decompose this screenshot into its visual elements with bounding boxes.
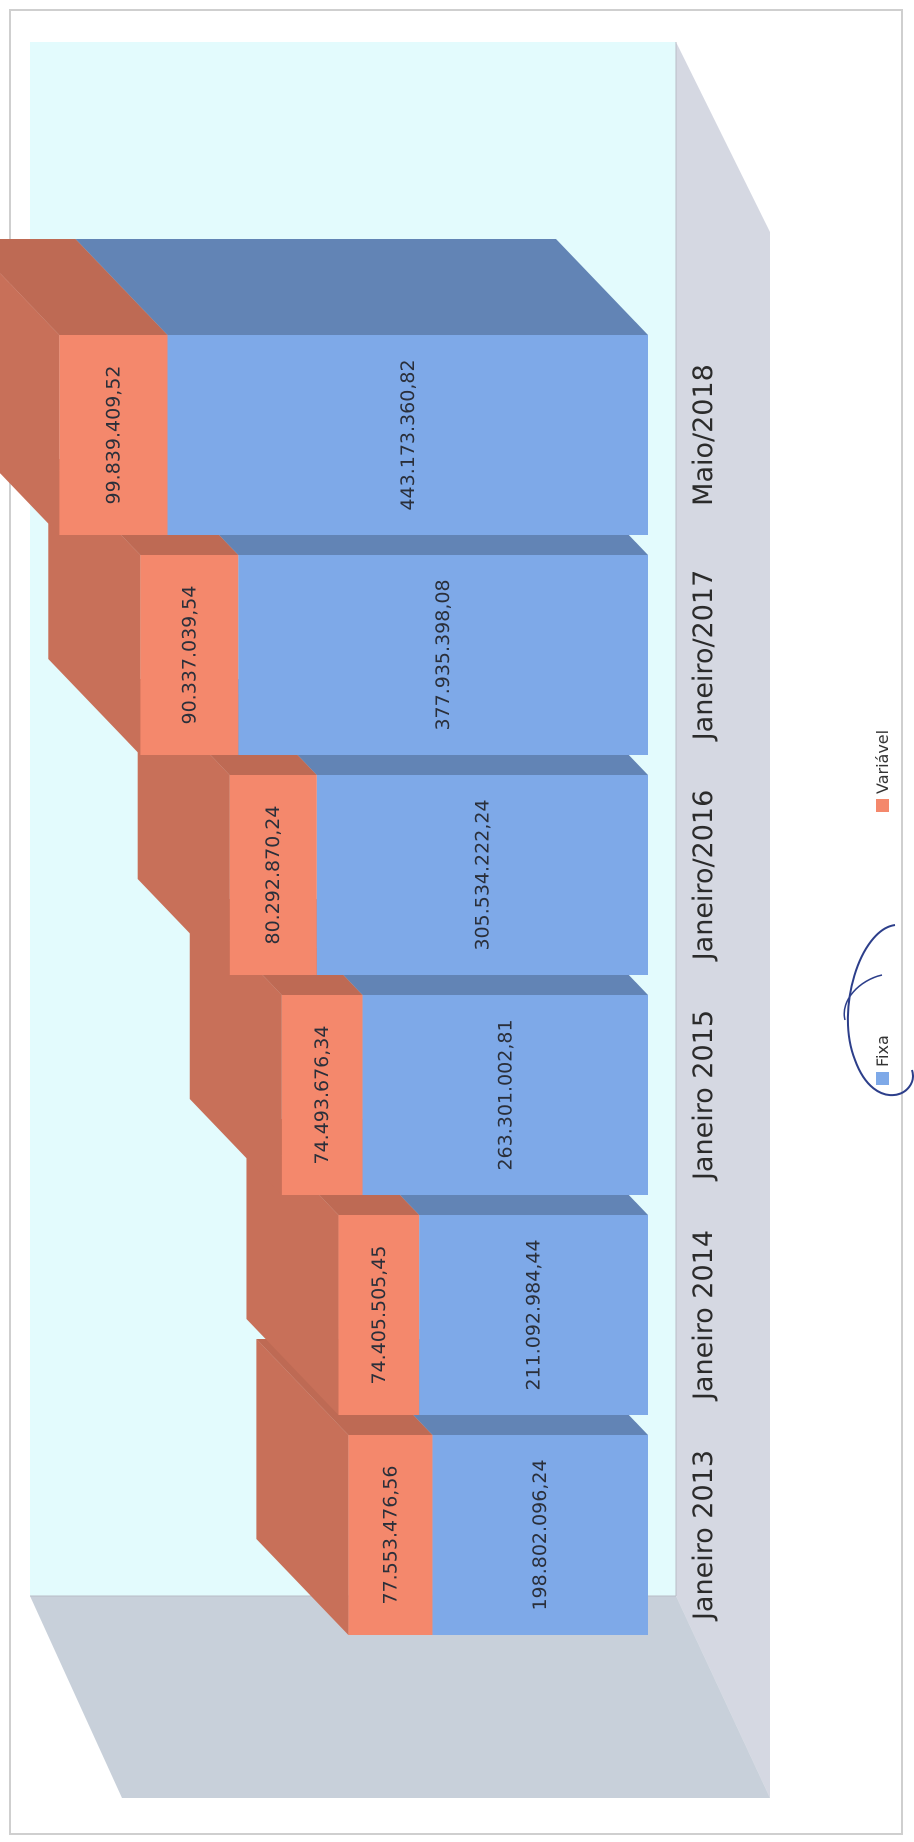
- value-label-variavel: 74.405.505,45: [368, 1245, 390, 1384]
- bar-variavel: [59, 335, 168, 535]
- legend-item-fixa: Fixa: [873, 1035, 892, 1085]
- value-label-fixa: 198.802.096,24: [529, 1459, 551, 1610]
- category-labels: Janeiro 2013 Janeiro 2014 Janeiro 2015 Jane…: [688, 364, 719, 1622]
- value-label-variavel: 90.337.039,54: [178, 585, 200, 724]
- bar-fixa: [238, 555, 648, 755]
- bar-stack: [0, 239, 648, 535]
- signature-scribble: [846, 924, 914, 1096]
- bar-fixa: [419, 1215, 648, 1415]
- category-label: Janeiro 2013: [688, 1450, 719, 1622]
- bar-variavel: [229, 775, 317, 975]
- bar-variavel: [348, 1435, 433, 1635]
- category-label: Janeiro/2016: [688, 790, 719, 963]
- value-label-variavel: 80.292.870,24: [262, 805, 284, 944]
- value-label-variavel: 99.839.409,52: [102, 365, 124, 504]
- bars-group: 198.802.096,24 77.553.476,56 211.092.984,4…: [0, 239, 649, 1635]
- bar-variavel: [338, 1215, 420, 1415]
- legend-item-variavel: Variável: [873, 730, 892, 812]
- bar-variavel: [140, 555, 239, 755]
- legend-swatch-fixa: [876, 1072, 889, 1085]
- legend-swatch-variavel: [876, 799, 889, 812]
- legend-label-variavel: Variável: [873, 730, 892, 794]
- category-label: Janeiro 2015: [688, 1010, 719, 1182]
- category-label: Janeiro/2017: [688, 570, 719, 743]
- plot-side-wall: [676, 42, 770, 1798]
- bar-end-face: [256, 1339, 349, 1635]
- value-label-fixa: 443.173.360,82: [397, 359, 419, 510]
- bar-variavel-depth-face: [0, 239, 168, 335]
- category-label: Maio/2018: [688, 364, 719, 506]
- bar-fixa: [432, 1435, 648, 1635]
- value-label-variavel: 77.553.476,56: [379, 1465, 401, 1604]
- value-label-fixa: 263.301.002,81: [494, 1019, 516, 1170]
- value-label-fixa: 377.935.398,08: [432, 579, 454, 730]
- value-label-fixa: 305.534.222,24: [471, 799, 493, 950]
- page-border: [9, 9, 903, 1835]
- bar-fixa: [167, 335, 648, 535]
- bar-end-face: [0, 273, 60, 535]
- value-label-fixa: 211.092.984,44: [523, 1239, 545, 1390]
- plot-end-wall: [30, 1596, 770, 1798]
- value-label-variavel: 74.493.676,34: [311, 1025, 333, 1164]
- signature-scribble: [843, 974, 883, 1021]
- category-label: Janeiro 2014: [688, 1230, 719, 1402]
- bar-fixa-depth-face: [75, 239, 648, 335]
- bar-fixa: [362, 995, 648, 1195]
- legend: Fixa Variável: [873, 730, 892, 1085]
- bar-variavel: [281, 995, 363, 1195]
- legend-label-fixa: Fixa: [873, 1035, 892, 1067]
- bar-fixa: [316, 775, 648, 975]
